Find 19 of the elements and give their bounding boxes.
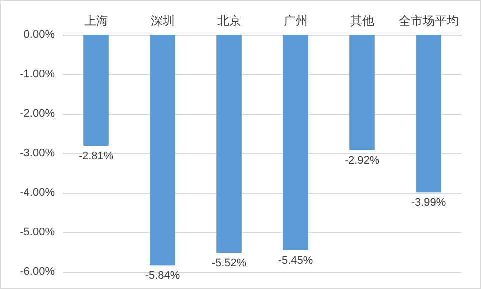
y-tick-label: 0.00% (24, 29, 56, 41)
x-tick-label: 深圳 (150, 14, 175, 28)
y-tick-label: -2.00% (20, 108, 56, 120)
data-label: -3.99% (411, 197, 446, 210)
y-tick-label: -1.00% (20, 68, 56, 80)
y-tick-label: -6.00% (20, 266, 56, 278)
data-label: -5.45% (278, 254, 314, 267)
x-tick-label: 北京 (217, 14, 242, 28)
x-tick-label: 上海 (84, 14, 108, 28)
data-label: -5.52% (212, 258, 247, 270)
data-label: -5.84% (145, 270, 180, 282)
x-tick-label: 广州 (284, 14, 308, 28)
x-tick-label: 全市场平均 (398, 14, 459, 28)
data-label: -2.81% (78, 150, 114, 162)
x-tick-label: 其他 (350, 14, 374, 28)
data-label: -2.92% (344, 154, 380, 167)
y-tick-label: -3.00% (20, 148, 56, 160)
y-tick-label: -5.00% (20, 226, 56, 238)
y-tick-label: -4.00% (20, 187, 56, 199)
